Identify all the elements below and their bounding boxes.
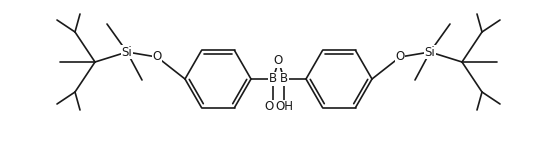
- Text: Si: Si: [121, 45, 133, 58]
- Text: B: B: [280, 72, 288, 85]
- Text: O: O: [274, 55, 283, 67]
- Text: Si: Si: [424, 45, 436, 58]
- Text: OH: OH: [275, 101, 293, 114]
- Text: O: O: [153, 50, 162, 64]
- Text: OH: OH: [264, 101, 282, 114]
- Text: B: B: [269, 72, 277, 85]
- Text: O: O: [395, 50, 404, 64]
